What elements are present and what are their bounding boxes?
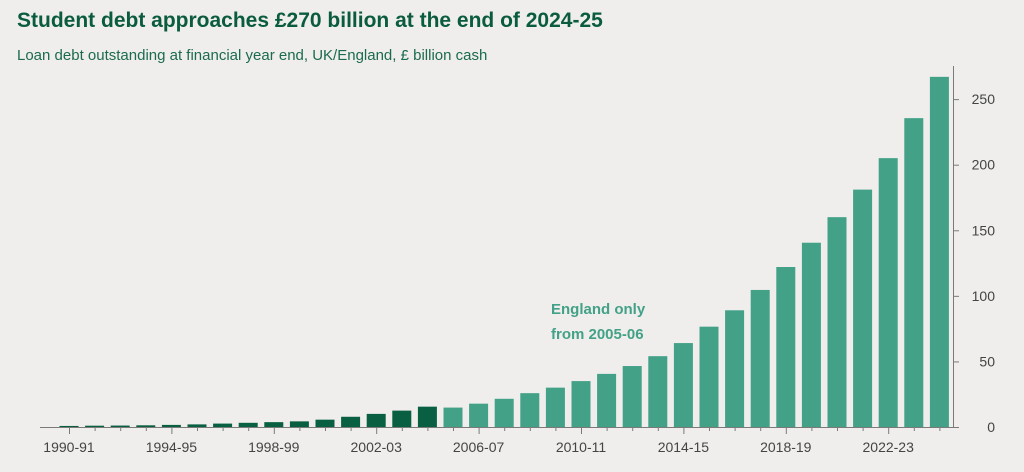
bar-2003-04 xyxy=(392,410,412,427)
annotation-england-only: from 2005-06 xyxy=(551,326,644,343)
bar-1990-91 xyxy=(59,425,79,427)
bar-2006-07 xyxy=(469,403,489,427)
x-tick-label: 1994-95 xyxy=(146,439,198,455)
x-tick-label: 2022-23 xyxy=(863,439,915,455)
bar-1998-99 xyxy=(264,422,284,427)
bar-2009-10 xyxy=(545,387,565,427)
bar-2001-02 xyxy=(341,416,361,427)
bar-2020-21 xyxy=(827,217,847,427)
y-tick-label: 50 xyxy=(979,353,995,369)
bar-2004-05 xyxy=(417,406,437,427)
y-tick-label: 0 xyxy=(987,419,995,435)
bar-1999-00 xyxy=(289,421,309,427)
bar-2005-06 xyxy=(443,407,463,427)
bar-2008-09 xyxy=(520,393,540,427)
bar-2014-15 xyxy=(673,343,693,427)
bar-1994-95 xyxy=(161,424,181,427)
bar-2007-08 xyxy=(494,398,514,427)
bar-1992-93 xyxy=(110,425,130,427)
x-tick-label: 1990-91 xyxy=(43,439,95,455)
bar-1991-92 xyxy=(85,425,105,427)
bar-2024-25 xyxy=(929,76,949,427)
bar-2011-12 xyxy=(597,373,617,427)
bar-2019-20 xyxy=(801,242,821,427)
bar-2015-16 xyxy=(699,326,719,427)
annotation-england-only: England only xyxy=(551,301,646,318)
x-tick-label: 2006-07 xyxy=(453,439,505,455)
y-tick-label: 100 xyxy=(972,288,996,304)
bar-2023-24 xyxy=(904,118,924,427)
bar-2022-23 xyxy=(878,158,898,427)
bar-2021-22 xyxy=(853,189,873,427)
bar-1997-98 xyxy=(238,422,258,427)
chart-title: Student debt approaches £270 billion at … xyxy=(17,9,603,32)
bar-2016-17 xyxy=(725,310,745,427)
bar-2010-11 xyxy=(571,381,591,427)
bar-2013-14 xyxy=(648,356,668,427)
bar-1996-97 xyxy=(213,423,233,427)
x-tick-label: 2002-03 xyxy=(351,439,403,455)
x-tick-label: 2018-19 xyxy=(760,439,812,455)
bar-1995-96 xyxy=(187,424,207,427)
x-tick-label: 2014-15 xyxy=(658,439,710,455)
bar-2002-03 xyxy=(366,413,386,427)
y-tick-label: 250 xyxy=(972,91,996,107)
x-tick-label: 2010-11 xyxy=(556,439,607,455)
chart-subtitle: Loan debt outstanding at financial year … xyxy=(17,47,488,64)
bar-2012-13 xyxy=(622,366,642,427)
bar-1993-94 xyxy=(136,425,156,427)
y-tick-label: 150 xyxy=(972,222,996,238)
bar-2017-18 xyxy=(750,289,770,427)
x-tick-label: 1998-99 xyxy=(248,439,300,455)
bar-2018-19 xyxy=(776,267,796,427)
y-tick-label: 200 xyxy=(972,157,996,173)
bar-2000-01 xyxy=(315,419,335,427)
